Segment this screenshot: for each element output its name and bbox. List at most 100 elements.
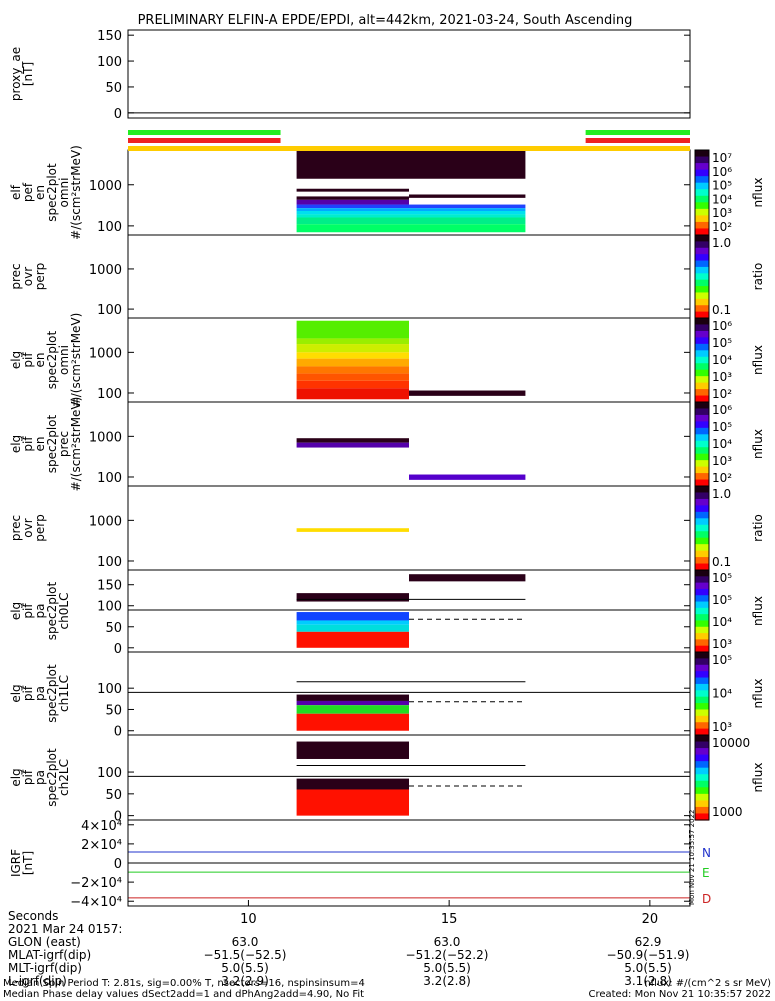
- colorbar-cell-eli_en_prec-4: [695, 427, 709, 435]
- colorbar-cell-elf_en_omni-0: [695, 150, 709, 158]
- colorbar-cell-pa_ch0-3: [695, 588, 709, 596]
- ytick-label-prec_ovr_perp_e-0: 100: [97, 303, 122, 318]
- colorbar-cell-elf_en_omni-9: [695, 208, 709, 216]
- footer-created: Created: Mon Nov 21 10:35:57 2022: [588, 989, 771, 1000]
- ytick-label-pa_ch1-1: 50: [105, 703, 122, 718]
- ylabel-igrf-0: IGRF: [9, 849, 23, 877]
- colorbar-tick-elf_en_omni-3: 10⁴: [712, 192, 732, 206]
- colorbar-cell-eli_en_prec-6: [695, 440, 709, 448]
- colorbar-cell-pa_ch2-6: [695, 774, 709, 782]
- spectrum-block-elf_en_omni-10: [296, 217, 526, 225]
- colorbar-cell-prec_ovr_perp_e-2: [695, 247, 709, 255]
- colorbar-cell-eli_en_omni-3: [695, 337, 709, 345]
- ylabel-eli_en_omni-3: spec2plot: [45, 330, 59, 389]
- ytick-label-proxy_ae-0: 0: [114, 107, 122, 122]
- spectrum-block-elf_en_omni-3: [409, 194, 526, 198]
- colorbar-cell-pa_ch0-1: [695, 576, 709, 584]
- created-stamp-text: Mon Nov 21 10:35:57 2022: [688, 810, 696, 905]
- colorbar-label-eli_en_omni: nflux: [751, 345, 765, 375]
- colorbar-label-pa_ch1: nflux: [751, 679, 765, 709]
- colorbar-pa_ch2: 10000 1000 nflux: [694, 734, 765, 821]
- colorbar-cell-prec_ovr_perp_e-7: [695, 279, 709, 287]
- quality-bar-2-0: [128, 146, 690, 151]
- colorbar-cell-elf_en_omni-8: [695, 202, 709, 210]
- colorbar-cell-elf_en_omni-10: [695, 215, 709, 223]
- colorbar-cell-prec_ovr_perp_e-0: [695, 235, 709, 242]
- colorbar-cell-prec_ovr_perp_e-11: [695, 305, 709, 313]
- ytick-label-pa_ch2-2: 100: [97, 766, 122, 781]
- ytick-label-igrf-3: 2×10⁴: [81, 838, 122, 853]
- colorbar-cell-elf_en_omni-4: [695, 176, 709, 184]
- colorbar-cell-pa_ch2-5: [695, 767, 709, 775]
- ytick-label-pa_ch0-3: 150: [97, 579, 122, 594]
- footer-col1-glon: 63.0: [231, 935, 259, 949]
- colorbar-cell-pa_ch1-0: [695, 652, 709, 659]
- colorbar-label-eli_en_prec: nflux: [751, 429, 765, 459]
- colorbar-cell-elf_en_omni-7: [695, 195, 709, 203]
- colorbar-cell-eli_en_omni-6: [695, 356, 709, 364]
- colorbar-cell-prec_ovr_perp_i-0: [695, 486, 709, 494]
- spectrum-block-elf_en_omni-9: [296, 214, 526, 218]
- colorbar-cell-eli_en_omni-9: [695, 376, 709, 384]
- igrf-label-D: D: [702, 892, 711, 906]
- colorbar-cell-pa_ch2-11: [695, 806, 709, 815]
- ytick-label-proxy_ae-1: 50: [105, 81, 122, 96]
- panel-igrf: NED −4×10⁴ −2×10⁴ 0 2×10⁴ 4×10⁴ IGRF[nT]: [9, 819, 711, 910]
- ytick-label-proxy_ae-3: 150: [97, 29, 122, 44]
- ylabel-eli_en_omni-4: omni: [57, 345, 71, 375]
- colorbar-tick-pa_ch1-1: 10⁴: [712, 687, 732, 701]
- colorbar-cell-pa_ch2-1: [695, 741, 709, 749]
- colorbar-cell-prec_ovr_perp_i-12: [695, 563, 709, 571]
- colorbar-cell-pa_ch1-4: [695, 677, 709, 685]
- ytick-label-pa_ch2-0: 0: [114, 810, 122, 825]
- colorbar-tick-eli_en_omni-0: 10⁶: [712, 319, 732, 333]
- footer-col2-l: 3.2(2.8): [423, 974, 471, 988]
- colorbar-cell-pa_ch1-12: [695, 728, 709, 736]
- ylabel-eli_en_prec-5: #/(scm²strMeV): [69, 397, 83, 492]
- colorbar-label-pa_ch2: nflux: [751, 763, 765, 793]
- spectrum-block-eli_en_omni-6: [296, 373, 409, 381]
- panel-eli_en_prec: 100 1000 elgpifenspec2plotprec#/(scm²strMe…: [9, 397, 765, 492]
- colorbar-tick-prec_ovr_perp_e-1: 0.1: [712, 303, 731, 317]
- footer-col3-mlt: 5.0(5.5): [624, 961, 672, 975]
- footer-col3-l: 3.1(2.8): [624, 974, 672, 988]
- colorbar-cell-eli_en_prec-7: [695, 447, 709, 455]
- spectrum-block-prec_ovr_perp_i-0: [296, 528, 409, 532]
- colorbar-cell-pa_ch0-11: [695, 639, 709, 647]
- xtick-label-2: 20: [642, 912, 659, 927]
- spectrum-block-pa_ch0-5: [409, 574, 526, 582]
- colorbar-cell-pa_ch0-12: [695, 645, 709, 653]
- ylabel-eli_en_prec-4: prec: [57, 431, 71, 457]
- colorbar-cell-pa_ch2-9: [695, 793, 709, 801]
- spectrum-block-elf_en_omni-2: [296, 196, 409, 200]
- colorbar-cell-elf_en_omni-1: [695, 156, 709, 164]
- footer-l-label: L-igrf(dip): [8, 974, 67, 988]
- colorbar-cell-prec_ovr_perp_e-8: [695, 286, 709, 294]
- quality-bar-1-1: [585, 138, 690, 143]
- ytick-label-prec_ovr_perp_i-0: 100: [97, 555, 122, 570]
- colorbar-tick-eli_en_prec-2: 10⁴: [712, 437, 732, 451]
- footer-mlat-label: MLAT-igrf(dip): [8, 948, 92, 962]
- colorbar-cell-eli_en_omni-4: [695, 343, 709, 351]
- colorbar-cell-pa_ch0-5: [695, 601, 709, 609]
- ytick-label-pa_ch1-0: 0: [114, 725, 122, 740]
- colorbar-cell-eli_en_prec-0: [695, 402, 709, 410]
- spectrum-block-pa_ch1-0: [296, 694, 409, 701]
- colorbar-cell-pa_ch2-3: [695, 754, 709, 762]
- footer-col3-glon: 62.9: [634, 935, 662, 949]
- ylabel-proxy_ae-1: [nT]: [21, 62, 35, 86]
- spectrum-block-elf_en_omni-1: [296, 188, 409, 192]
- panel-elf_en_omni: 100 1000 elfpefenspec2plotomni#/(scm²strMe…: [9, 145, 765, 240]
- colorbar-cell-pa_ch1-10: [695, 715, 709, 723]
- spectrum-block-pa_ch0-2: [296, 620, 409, 625]
- colorbar-cell-elf_en_omni-6: [695, 189, 709, 197]
- footer-col2-mlt: 5.0(5.5): [423, 961, 471, 975]
- colorbar-cell-pa_ch2-7: [695, 780, 709, 788]
- colorbar-tick-pa_ch1-0: 10⁵: [712, 653, 732, 667]
- ytick-label-elf_en_omni-0: 100: [97, 220, 122, 235]
- colorbar-prec_ovr_perp_i: 1.0 0.1 ratio: [694, 485, 765, 571]
- colorbar-cell-pa_ch1-1: [695, 658, 709, 666]
- colorbar-tick-elf_en_omni-4: 10³: [712, 206, 732, 220]
- panel-proxy_ae: 0 50 100 150 proxy_ae[nT]: [9, 29, 691, 122]
